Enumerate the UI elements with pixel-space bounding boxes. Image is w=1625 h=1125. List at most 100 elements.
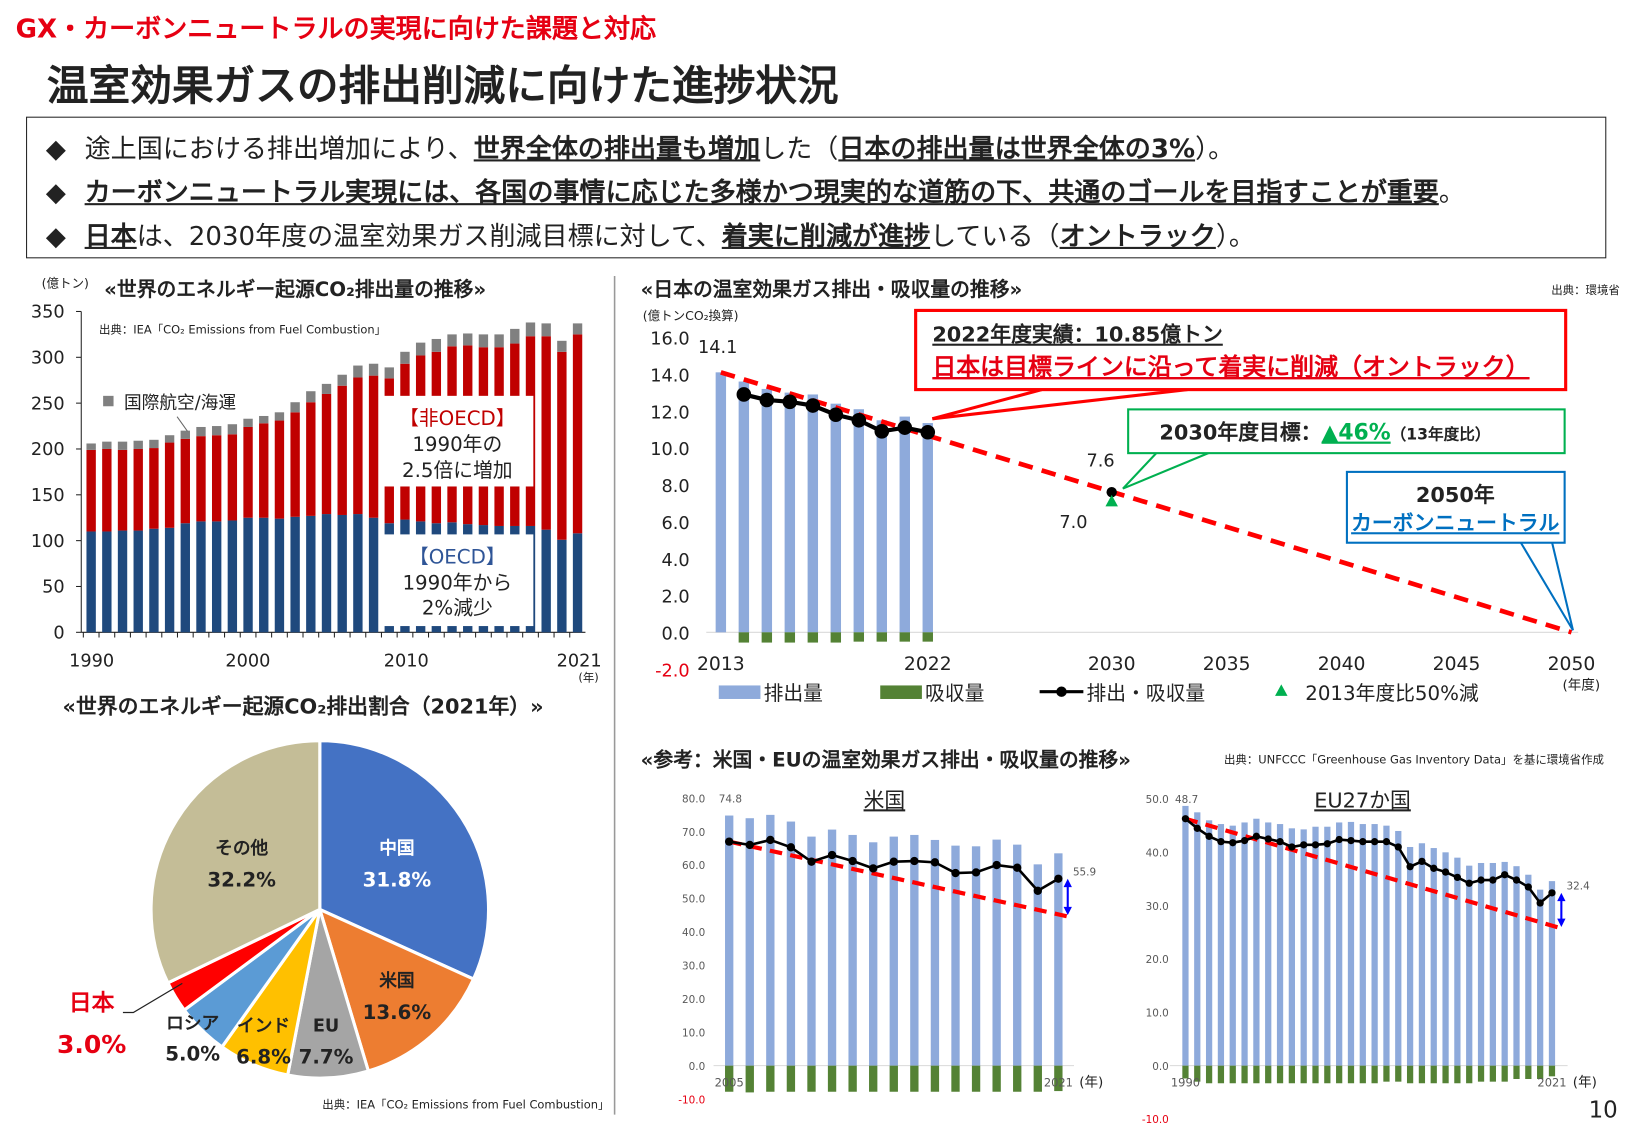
net-point (759, 392, 775, 408)
net-point (869, 864, 878, 873)
bar-bunker (494, 334, 504, 348)
x-unit-label: (年) (1573, 1074, 1597, 1090)
bar-absorption (1194, 1065, 1201, 1082)
bar-non-oecd (149, 448, 159, 529)
net-point (889, 857, 898, 866)
y-tick-label: 10.0 (1146, 1007, 1169, 1019)
source-note: 出典：IEA「CO₂ Emissions from Fuel Combustio… (322, 1097, 609, 1111)
oecd-callout (381, 534, 534, 627)
callout-head: 【OECD】 (409, 546, 506, 569)
bar-absorption (1383, 1065, 1390, 1082)
callout-head: 【非OECD】 (399, 407, 515, 430)
net-point (1205, 832, 1213, 840)
bar-bunker (400, 351, 410, 364)
bar-non-oecd (337, 385, 347, 515)
bar-emission (766, 814, 775, 1066)
net-point (1406, 863, 1414, 871)
bar-absorption (922, 632, 933, 642)
bar-absorption (1276, 1065, 1284, 1084)
net-point (910, 856, 919, 866)
net-point (766, 835, 775, 845)
bar-emission (971, 846, 981, 1066)
x-tick-label: 2010 (384, 652, 429, 672)
bar-bunker (274, 412, 285, 421)
bar-absorption (1013, 1065, 1022, 1092)
bar-absorption (910, 1065, 919, 1092)
net-point (745, 840, 754, 850)
bar-oecd (149, 528, 159, 633)
legend-swatch-absorption (880, 685, 922, 699)
y-tick-label: -2.0 (655, 661, 690, 681)
bar-bunker (306, 391, 316, 403)
bar-oecd (541, 529, 551, 633)
bullet-text: している（ (930, 220, 1060, 252)
bar-non-oecd (353, 377, 363, 515)
bullet-text: した（ (760, 133, 839, 164)
bullet-item: ◆ 日本は、2030年度の温室効果ガス削減目標に対して、着実に削減が進捗している（… (46, 216, 1255, 254)
y-tick-label: 14.0 (650, 366, 689, 386)
net-point (807, 857, 816, 866)
bar-emission (992, 839, 1001, 1066)
leader-line (122, 982, 183, 1014)
bar-bunker (463, 333, 473, 346)
bar-absorption (899, 632, 910, 642)
legend-label-bunker: 国際航空/海運 (124, 392, 236, 413)
bar-bunker (117, 441, 128, 450)
net-point (1441, 868, 1450, 876)
bar-non-oecd (164, 442, 175, 528)
bar-bunker (133, 440, 143, 449)
bar-absorption (786, 1065, 796, 1092)
bar-non-oecd (117, 449, 128, 531)
y-tick-label: 4.0 (661, 551, 689, 571)
pie-slice (317, 906, 476, 1073)
bar-absorption (1336, 1065, 1343, 1084)
net-point (1252, 832, 1261, 840)
bar-absorption (827, 1065, 837, 1092)
target-2030-value: ▲46% (1322, 421, 1391, 446)
x-tick-label: 2050 (1548, 654, 1596, 675)
pie-label: インド (237, 1016, 290, 1036)
bar-absorption (725, 1065, 734, 1092)
callout-text: 1990年の (412, 433, 502, 456)
net-point (1240, 836, 1249, 845)
net-point (782, 394, 798, 410)
net-point (1193, 824, 1201, 832)
net-point (920, 424, 936, 440)
bar-emission (1383, 825, 1390, 1066)
bar-non-oecd (227, 434, 238, 521)
net-point (1418, 857, 1426, 866)
net-point (851, 412, 867, 428)
source-note: 出典：IEA「CO₂ Emissions from Fuel Combustio… (99, 322, 386, 336)
net-point (874, 424, 890, 439)
bar-bunker (384, 367, 394, 379)
diamond-bullet-icon: ◆ (45, 220, 66, 252)
callout-pointer (1519, 542, 1574, 631)
callout-line: 2050年 (1416, 483, 1495, 507)
bullet-text: 途上国における排出増加により、 (84, 133, 474, 164)
bar-absorption (1430, 1065, 1437, 1084)
reference-title: «参考：米国・EUの温室効果ガス排出・吸収量の推移» (641, 749, 1131, 772)
x-unit-label: (年) (1079, 1074, 1103, 1090)
net-point (1229, 839, 1237, 847)
net-point (805, 398, 821, 413)
bar-emission (1265, 822, 1272, 1066)
callout-text: 1990年から (402, 572, 512, 595)
bar-absorption (951, 1065, 960, 1092)
legend-swatch-bunker (103, 395, 114, 407)
x-tick-label: 2021 (1537, 1075, 1566, 1089)
y-tick-label: 150 (31, 486, 65, 506)
bar-emission (1241, 822, 1248, 1066)
y-tick-label: 0.0 (689, 1061, 706, 1073)
bar-emission (715, 372, 727, 633)
page-number: 10 (1589, 1098, 1618, 1124)
bar-emission (1430, 848, 1437, 1066)
data-label: 74.8 (719, 793, 742, 805)
bar-emission (1513, 866, 1520, 1066)
bar-absorption (784, 632, 796, 643)
bar-non-oecd (557, 351, 567, 540)
y-tick-label: 300 (31, 349, 65, 369)
bar-bunker (353, 365, 363, 378)
y-tick-label: 10.0 (650, 440, 689, 460)
bar-emission (786, 821, 796, 1066)
